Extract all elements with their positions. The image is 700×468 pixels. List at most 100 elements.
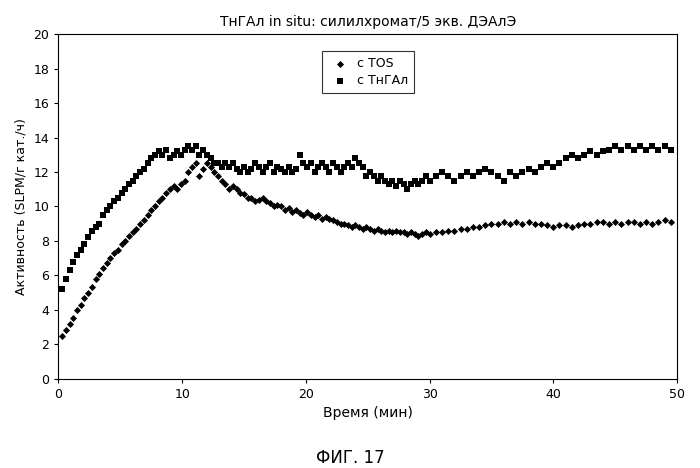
с TOS	[272, 201, 283, 209]
с TOS	[183, 168, 194, 176]
с ТнГАл	[473, 168, 484, 176]
с TOS	[510, 218, 522, 226]
с ТнГАл	[442, 172, 454, 179]
с TOS	[127, 228, 139, 236]
с ТнГАл	[168, 151, 179, 159]
с TOS	[584, 220, 596, 227]
с TOS	[142, 212, 153, 219]
с TOS	[239, 190, 250, 198]
с TOS	[517, 220, 528, 227]
с TOS	[383, 227, 394, 234]
с TOS	[387, 228, 398, 236]
с TOS	[324, 215, 335, 222]
с ТнГАл	[112, 194, 123, 202]
с ТнГАл	[342, 160, 354, 167]
с ТнГАл	[190, 142, 202, 150]
с ТнГАл	[138, 165, 149, 172]
с ТнГАл	[603, 146, 615, 154]
с ТнГАл	[610, 142, 621, 150]
Y-axis label: Активность (SLPM/г кат./ч): Активность (SLPM/г кат./ч)	[15, 118, 28, 295]
с TOS	[120, 237, 131, 245]
с TOS	[134, 220, 146, 227]
с ТнГАл	[313, 163, 324, 171]
с ТнГАл	[287, 168, 298, 176]
с TOS	[279, 206, 290, 214]
с ТнГАл	[365, 168, 376, 176]
с TOS	[223, 185, 235, 193]
с ТнГАл	[510, 172, 522, 179]
Text: ФИГ. 17: ФИГ. 17	[316, 449, 384, 468]
с TOS	[302, 208, 313, 215]
с ТнГАл	[357, 163, 368, 171]
с TOS	[123, 232, 134, 240]
с ТнГАл	[505, 168, 516, 176]
с ТнГАл	[536, 163, 547, 171]
с TOS	[505, 220, 516, 227]
с ТнГАл	[283, 163, 294, 171]
с ТнГАл	[131, 172, 142, 179]
с TOS	[357, 225, 368, 233]
с ТнГАл	[413, 180, 424, 188]
с ТнГАл	[108, 197, 120, 205]
с TOS	[573, 222, 584, 229]
с TOS	[71, 306, 83, 314]
с TOS	[430, 228, 442, 236]
с TOS	[209, 168, 220, 176]
с TOS	[424, 230, 435, 238]
с ТнГАл	[640, 146, 652, 154]
с ТнГАл	[294, 151, 305, 159]
с TOS	[220, 180, 231, 188]
с ТнГАл	[68, 258, 79, 265]
с ТнГАл	[616, 146, 627, 154]
с TOS	[305, 212, 316, 219]
с TOS	[242, 194, 253, 202]
с TOS	[365, 225, 376, 233]
с TOS	[231, 185, 242, 193]
с TOS	[108, 249, 120, 257]
с ТнГАл	[405, 180, 416, 188]
с TOS	[442, 227, 454, 234]
с ТнГАл	[257, 168, 268, 176]
с TOS	[394, 228, 405, 236]
с TOS	[379, 228, 391, 236]
с TOS	[160, 189, 172, 197]
с ТнГАл	[622, 142, 633, 150]
с TOS	[316, 215, 328, 222]
с ТнГАл	[202, 151, 213, 159]
с ТнГАл	[391, 182, 402, 190]
с TOS	[547, 223, 559, 231]
с ТнГАл	[183, 142, 194, 150]
с ТнГАл	[339, 163, 350, 171]
с TOS	[149, 203, 160, 210]
с ТнГАл	[449, 177, 460, 184]
с ТнГАл	[302, 163, 313, 171]
с ТнГАл	[250, 160, 261, 167]
с ТнГАл	[346, 163, 357, 171]
с ТнГАл	[120, 185, 131, 193]
с TOS	[368, 227, 379, 234]
с ТнГАл	[194, 151, 205, 159]
с TOS	[68, 314, 79, 322]
с TOS	[57, 332, 68, 339]
Legend: с TOS, с ТнГАл: с TOS, с ТнГАл	[321, 51, 414, 93]
с TOS	[346, 223, 357, 231]
с TOS	[268, 203, 279, 210]
с ТнГАл	[205, 154, 216, 162]
с TOS	[342, 222, 354, 229]
с TOS	[194, 172, 205, 179]
с TOS	[461, 225, 472, 233]
с ТнГАл	[234, 168, 246, 176]
с ТнГАл	[634, 142, 645, 150]
с ТнГАл	[398, 180, 409, 188]
с TOS	[468, 223, 479, 231]
с TOS	[566, 223, 578, 231]
с TOS	[257, 194, 268, 202]
с TOS	[228, 182, 239, 190]
с TOS	[83, 289, 94, 296]
с ТнГАл	[579, 151, 590, 159]
с TOS	[90, 275, 101, 283]
с ТнГАл	[468, 172, 479, 179]
с TOS	[640, 218, 652, 226]
с ТнГАл	[316, 160, 328, 167]
с ТнГАл	[420, 172, 431, 179]
